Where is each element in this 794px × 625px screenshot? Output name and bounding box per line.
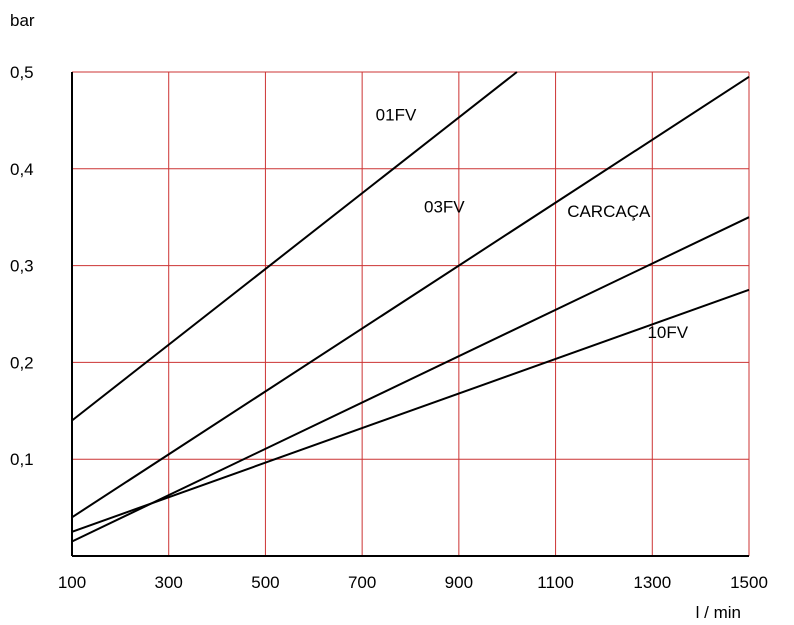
series-line-carcaça (71, 216, 750, 543)
y-tick-label: 0,2 (10, 353, 34, 372)
x-tick-label: 1500 (730, 573, 768, 592)
y-tick-label: 0,4 (10, 160, 34, 179)
x-tick-label: 500 (251, 573, 279, 592)
x-tick-label: 700 (348, 573, 376, 592)
series-line-01fv (71, 71, 518, 422)
y-tick-label: 0,3 (10, 257, 34, 276)
series-label-carcaça: CARCAÇA (567, 202, 651, 221)
grid-lines (72, 71, 750, 556)
x-tick-label: 900 (445, 573, 473, 592)
x-axis-label: l / min (696, 603, 741, 622)
x-tick-label: 300 (155, 573, 183, 592)
series-lines (71, 71, 750, 543)
y-tick-label: 0,5 (10, 63, 34, 82)
x-tick-label: 1300 (633, 573, 671, 592)
axes (71, 72, 749, 557)
series-line-03fv (71, 76, 750, 519)
series-label-01fv: 01FV (376, 105, 417, 124)
series-line-10fv (71, 288, 750, 533)
labels: 100 300 500 700 900 1100 1300 1500 0,1 0,2 0,3 0,4 0… (10, 63, 768, 592)
y-tick-label: 0,1 (10, 450, 34, 469)
series-label-10fv: 10FV (647, 323, 688, 342)
x-tick-label: 1100 (537, 573, 574, 592)
y-axis-label: bar (10, 11, 35, 30)
x-tick-label: 100 (58, 573, 86, 592)
series-label-03fv: 03FV (424, 197, 465, 216)
